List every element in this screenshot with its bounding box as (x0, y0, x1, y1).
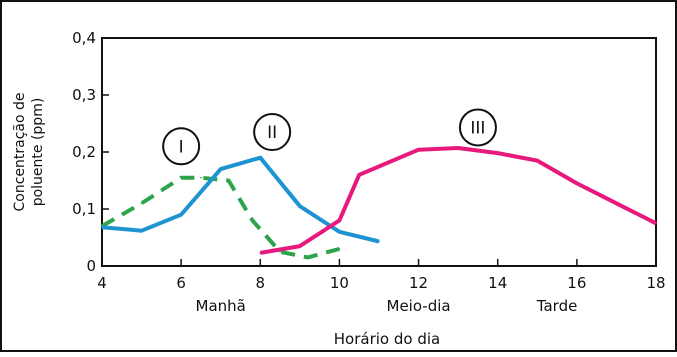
period-label: Manhã (196, 297, 246, 315)
data-point-iii (417, 148, 420, 151)
data-point-i (140, 202, 143, 205)
data-point-i (180, 176, 182, 179)
x-tick-label: 10 (330, 274, 349, 292)
y-tick-label: 0,2 (72, 143, 96, 161)
data-point-ii (219, 168, 222, 170)
series-label-circle (162, 127, 201, 166)
data-point-iii (259, 252, 262, 254)
data-point-iii (457, 147, 459, 149)
y-tick-label: 0,1 (72, 200, 96, 218)
data-point-i (338, 248, 341, 250)
y-axis-label-line: poluente (ppm) (30, 98, 46, 207)
series-label-circle (253, 113, 292, 152)
x-tick-label: 12 (409, 274, 428, 292)
data-point-iii (496, 152, 499, 154)
data-point-ii (378, 240, 380, 243)
series-line-ii (101, 155, 380, 244)
y-tick-label: 0 (86, 257, 96, 275)
data-point-ii (259, 156, 262, 159)
series-label-circle (458, 108, 497, 147)
x-axis-label: Horário do dia (334, 330, 440, 348)
data-point-iii (615, 202, 618, 205)
series-label: III (470, 118, 485, 138)
y-tick-label: 0,4 (72, 29, 96, 47)
data-point-i (227, 179, 230, 182)
period-label: Tarde (536, 297, 578, 315)
data-point-iii (655, 222, 657, 225)
data-point-ii (299, 205, 301, 207)
data-point-iii (358, 174, 361, 176)
data-point-ii (140, 229, 143, 232)
x-tick-label: 8 (256, 274, 266, 292)
x-tick-label: 4 (97, 274, 107, 292)
data-point-iii (576, 182, 578, 185)
x-tick-label: 18 (646, 274, 665, 292)
y-tick-label: 0,3 (72, 86, 96, 104)
data-point-iii (536, 159, 539, 162)
x-tick-label: 6 (176, 274, 186, 292)
data-point-ii (180, 213, 182, 216)
series-line-iii (259, 146, 657, 255)
data-point-i (306, 256, 309, 259)
data-point-ii (338, 231, 341, 233)
data-point-i (200, 176, 202, 179)
period-label: Meio-dia (387, 297, 451, 315)
data-point-iii (338, 219, 341, 222)
data-point-iii (299, 245, 301, 247)
y-axis-label-line: Concentração de (12, 92, 28, 211)
x-tick-label: 14 (488, 274, 507, 292)
series-label: II (267, 123, 277, 143)
data-point-i (251, 219, 254, 222)
x-tick-label: 16 (567, 274, 586, 292)
data-point-ii (101, 226, 103, 229)
series-label: I (179, 137, 184, 157)
